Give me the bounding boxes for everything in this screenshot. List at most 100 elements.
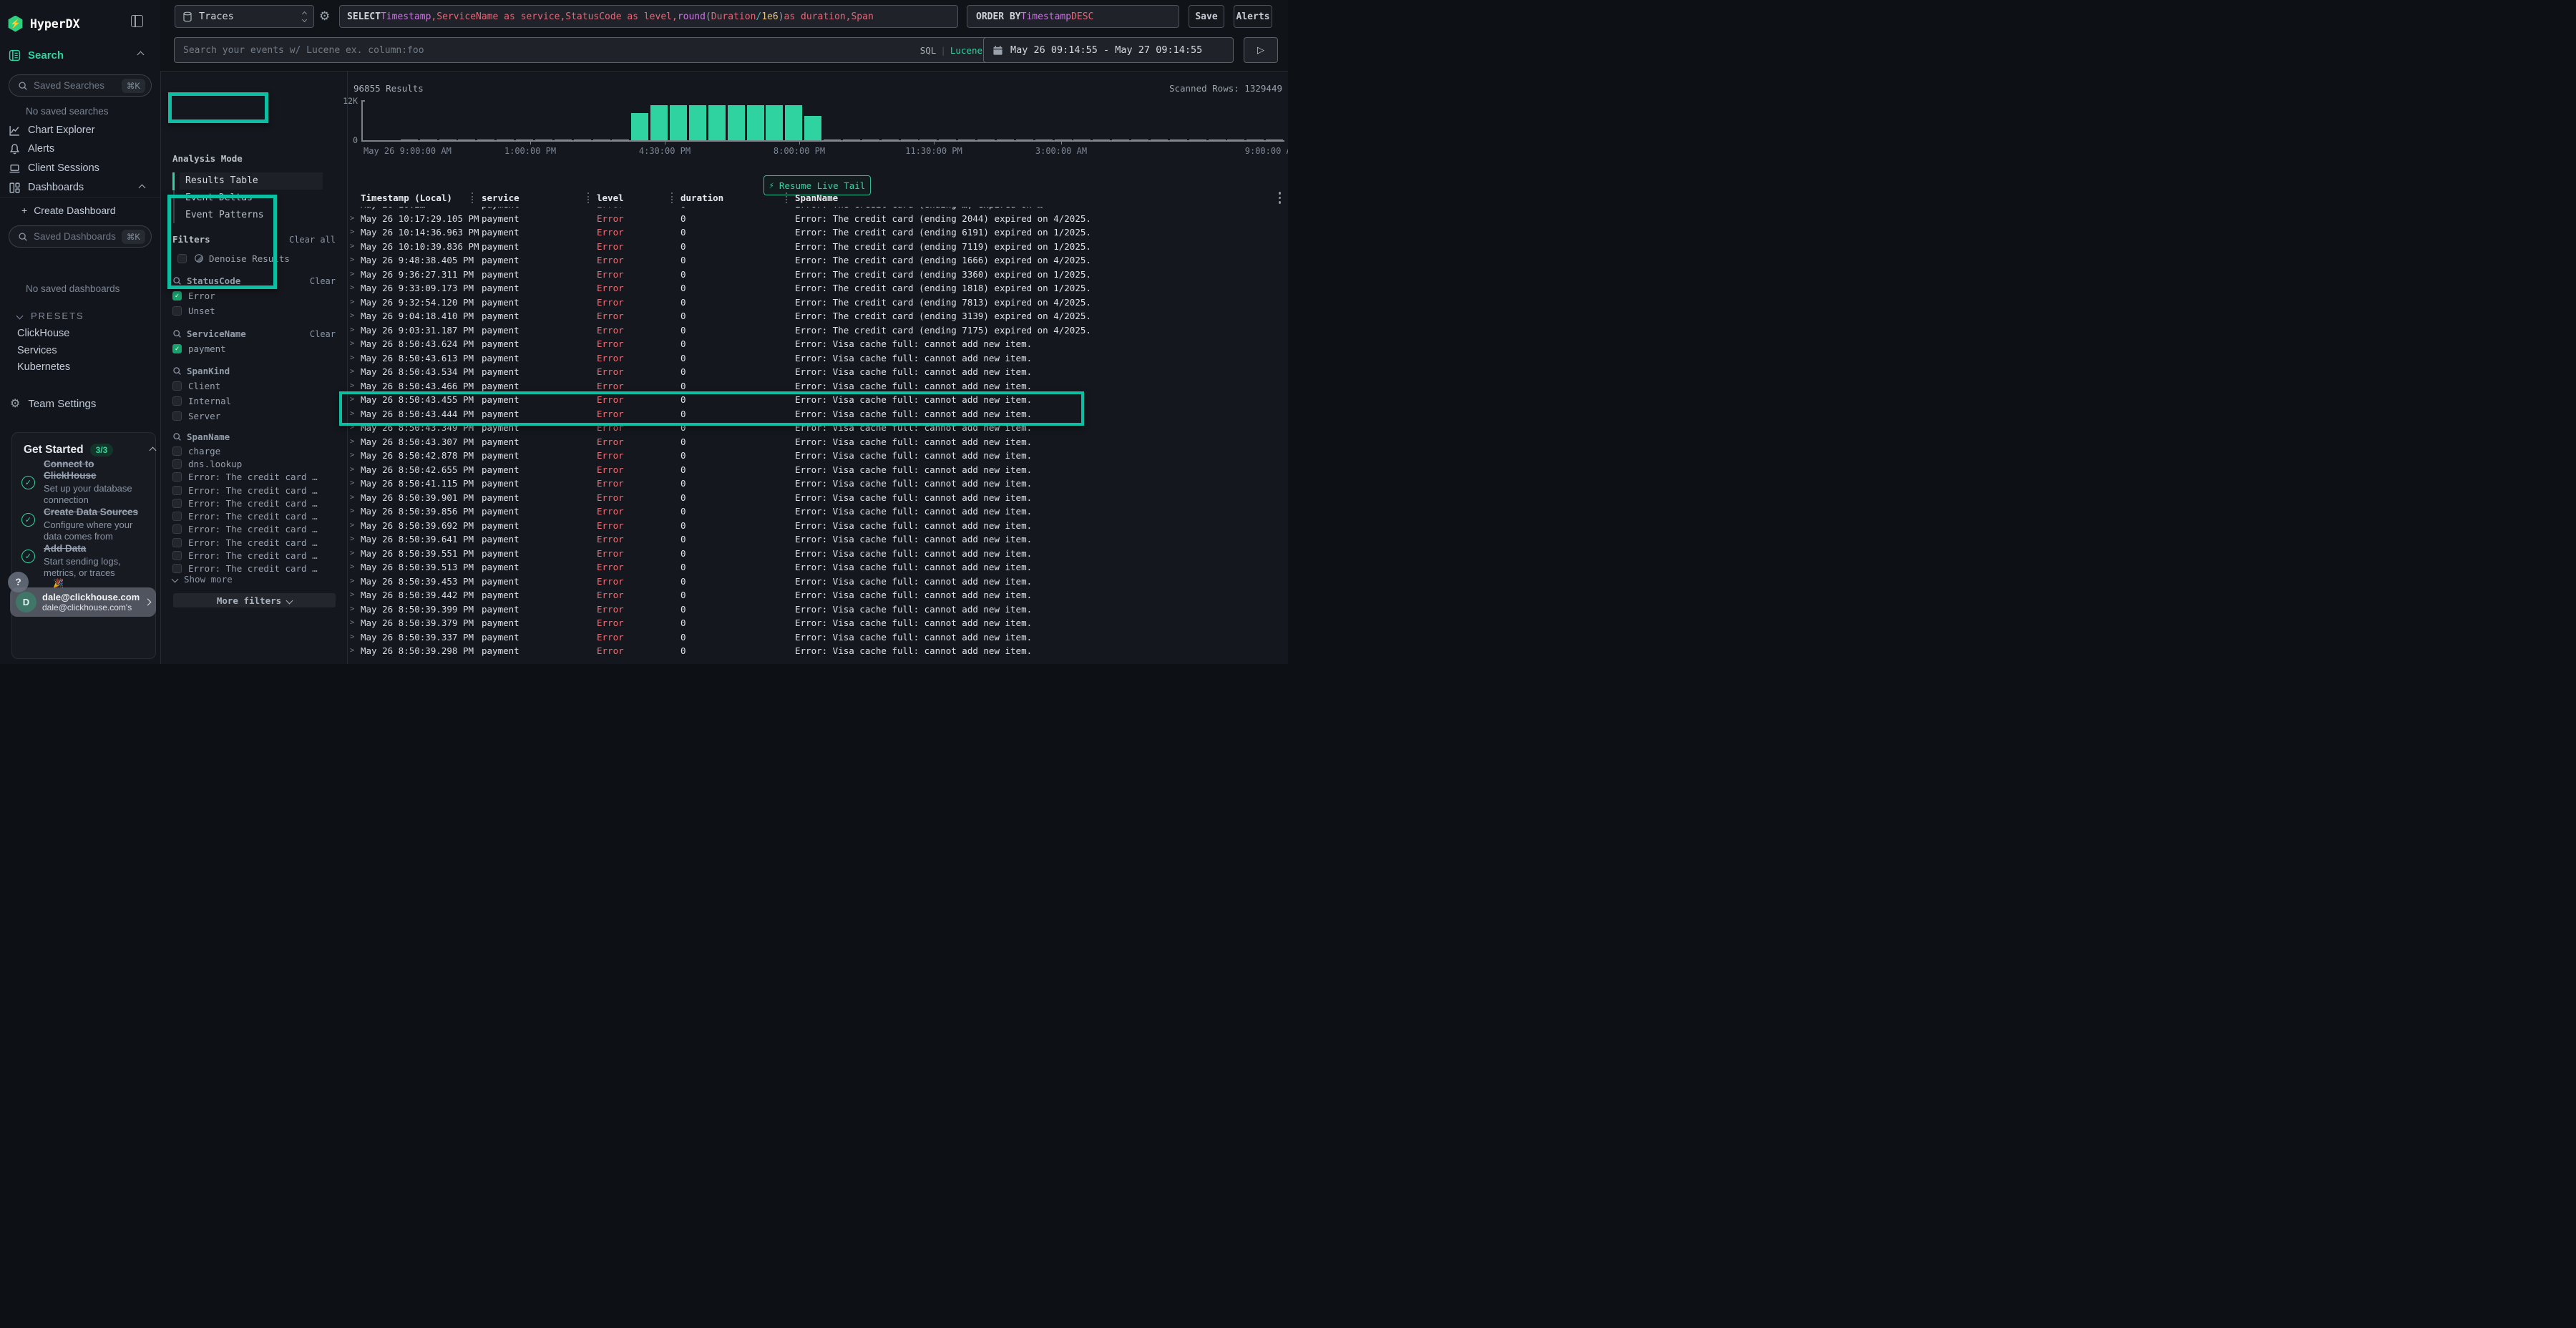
- create-dashboard-button[interactable]: + Create Dashboard: [21, 205, 157, 218]
- table-row[interactable]: > May 26 8:50:39.901 PM payment Error 0 Error…: [348, 491, 1288, 505]
- column-resize-handle[interactable]: [472, 192, 474, 203]
- checkbox[interactable]: [172, 537, 182, 547]
- get-started-step-connect[interactable]: ✓ Connect to ClickHouse Set up your data…: [21, 459, 147, 505]
- filter-option[interactable]: Error: The credit card …: [161, 549, 347, 562]
- table-row[interactable]: > May 26 8:50:43.613 PM payment Error 0 Error…: [348, 351, 1288, 366]
- row-expand-chevron-icon[interactable]: >: [350, 241, 355, 250]
- row-expand-chevron-icon[interactable]: >: [350, 451, 355, 459]
- row-expand-chevron-icon[interactable]: >: [350, 520, 355, 529]
- table-row[interactable]: > May 26 8:50:39.442 PM payment Error 0 Error…: [348, 588, 1288, 602]
- filter-option[interactable]: Error: The credit card …: [161, 536, 347, 549]
- filter-option[interactable]: Error: The credit card …: [161, 471, 347, 484]
- table-row[interactable]: > May 26 9:36:27.311 PM payment Error 0 Error…: [348, 268, 1288, 282]
- filter-option[interactable]: Error: The credit card …: [161, 497, 347, 509]
- row-expand-chevron-icon[interactable]: >: [350, 618, 355, 627]
- checkbox[interactable]: [172, 498, 182, 508]
- row-expand-chevron-icon[interactable]: >: [350, 381, 355, 390]
- row-expand-chevron-icon[interactable]: >: [350, 409, 355, 418]
- table-row[interactable]: > May 26 8:50:39.551 PM payment Error 0 Error…: [348, 547, 1288, 561]
- date-range-picker[interactable]: May 26 09:14:55 - May 27 09:14:55: [983, 37, 1234, 63]
- column-resize-handle[interactable]: [671, 192, 673, 203]
- show-more-link[interactable]: Show more: [171, 572, 233, 585]
- row-expand-chevron-icon[interactable]: >: [350, 367, 355, 376]
- table-row[interactable]: > May 26 8:50:43.534 PM payment Error 0 Error…: [348, 365, 1288, 379]
- table-row[interactable]: > May 26 9:48:38.405 PM payment Error 0 Error…: [348, 253, 1288, 268]
- sidebar-item-dashboards[interactable]: Dashboards: [9, 180, 152, 195]
- sidebar-item-clickhouse[interactable]: ClickHouse: [17, 328, 70, 339]
- row-expand-chevron-icon[interactable]: >: [350, 269, 355, 278]
- filter-option[interactable]: Error: The credit card …: [161, 484, 347, 497]
- filter-option[interactable]: ✓ Error: [161, 288, 347, 303]
- row-expand-chevron-icon[interactable]: >: [350, 255, 355, 264]
- row-expand-chevron-icon[interactable]: >: [350, 492, 355, 502]
- help-button[interactable]: ?: [8, 572, 29, 592]
- checkbox[interactable]: [172, 524, 182, 534]
- filter-option[interactable]: Unset: [161, 303, 347, 318]
- table-row[interactable]: > May 26 8:50:39.641 PM payment Error 0 Error…: [348, 532, 1288, 547]
- row-expand-chevron-icon[interactable]: >: [350, 646, 355, 655]
- table-row[interactable]: > May 26 8:50:39.856 PM payment Error 0 Error…: [348, 504, 1288, 519]
- row-expand-chevron-icon[interactable]: >: [350, 395, 355, 404]
- sidebar-item-client-sessions[interactable]: Client Sessions: [9, 160, 152, 176]
- sql-select-editor[interactable]: SELECT Timestamp, ServiceName as service…: [339, 5, 958, 28]
- sidebar-item-team-settings[interactable]: ⚙ Team Settings: [10, 396, 153, 411]
- results-histogram[interactable]: 12K 0 May 26 9:00:00 AM 1:00:00 PM 4:30:00…: [343, 72, 1288, 156]
- filter-option[interactable]: Internal: [161, 394, 347, 409]
- row-expand-chevron-icon[interactable]: >: [350, 423, 355, 431]
- row-expand-chevron-icon[interactable]: >: [350, 534, 355, 543]
- denoise-results-checkbox[interactable]: Denoise Results: [177, 252, 290, 265]
- row-expand-chevron-icon[interactable]: >: [350, 353, 355, 362]
- table-row[interactable]: > May 26 8:50:39.399 PM payment Error 0 Error…: [348, 602, 1288, 617]
- query-language-toggle[interactable]: SQL | Lucene: [920, 45, 982, 56]
- clear-all-link[interactable]: Clear all: [288, 235, 336, 245]
- checkbox[interactable]: [172, 446, 182, 456]
- row-expand-chevron-icon[interactable]: >: [350, 479, 355, 487]
- source-select[interactable]: Traces: [175, 5, 314, 28]
- saved-dashboards-input[interactable]: Saved Dashboards ⌘K: [9, 225, 152, 248]
- checkbox[interactable]: ✓: [172, 344, 182, 353]
- filter-option[interactable]: Error: The credit card …: [161, 562, 347, 575]
- saved-searches-input[interactable]: Saved Searches ⌘K: [9, 74, 152, 97]
- column-header-service[interactable]: service: [482, 192, 519, 203]
- column-header-level[interactable]: level: [597, 192, 624, 203]
- checkbox[interactable]: [172, 512, 182, 522]
- table-row[interactable]: > May 26 8:50:42.878 PM payment Error 0 Error…: [348, 449, 1288, 463]
- row-expand-chevron-icon[interactable]: >: [350, 311, 355, 320]
- row-expand-chevron-icon[interactable]: >: [350, 632, 355, 641]
- table-row[interactable]: > May 26 8:50:42.655 PM payment Error 0 Error…: [348, 463, 1288, 477]
- resume-live-tail-button[interactable]: ⚡ Resume Live Tail: [763, 175, 871, 195]
- row-expand-chevron-icon[interactable]: >: [350, 297, 355, 306]
- sql-toggle[interactable]: SQL: [919, 44, 937, 56]
- filter-option[interactable]: dns.lookup: [161, 457, 347, 470]
- row-expand-chevron-icon[interactable]: >: [350, 325, 355, 334]
- table-row[interactable]: > May 26 8:50:43.455 PM payment Error 0 Error…: [348, 393, 1288, 407]
- row-expand-chevron-icon[interactable]: >: [350, 507, 355, 515]
- checkbox[interactable]: [172, 551, 182, 561]
- filter-option[interactable]: Server: [161, 409, 347, 424]
- checkbox[interactable]: [172, 411, 182, 421]
- row-expand-chevron-icon[interactable]: >: [350, 213, 355, 223]
- run-query-button[interactable]: ▷: [1244, 37, 1278, 63]
- lucene-toggle[interactable]: Lucene: [950, 44, 982, 56]
- column-resize-handle[interactable]: [587, 192, 590, 203]
- column-resize-handle[interactable]: [786, 192, 788, 203]
- table-row[interactable]: > May 26 9:32:54.120 PM payment Error 0 Error…: [348, 296, 1288, 310]
- table-row[interactable]: > May 26 8:50:43.444 PM payment Error 0 Error…: [348, 407, 1288, 421]
- table-row[interactable]: > May 26 8:50:39.453 PM payment Error 0 Error…: [348, 575, 1288, 589]
- filter-option[interactable]: Error: The credit card …: [161, 509, 347, 522]
- row-expand-chevron-icon[interactable]: >: [350, 283, 355, 292]
- sidebar-item-services[interactable]: Services: [17, 345, 57, 356]
- lucene-search-input[interactable]: Search your events w/ Lucene ex. column:…: [174, 37, 992, 63]
- row-expand-chevron-icon[interactable]: >: [350, 464, 355, 474]
- column-header-timestamp[interactable]: Timestamp (Local): [361, 192, 452, 203]
- table-row[interactable]: > May 26 8:50:43.624 PM payment Error 0 Error…: [348, 337, 1288, 351]
- filter-option[interactable]: Error: The credit card …: [161, 523, 347, 536]
- table-row[interactable]: > May 26 8:50:43.466 PM payment Error 0 Error…: [348, 379, 1288, 394]
- order-by-editor[interactable]: ORDER BY Timestamp DESC: [967, 5, 1179, 28]
- table-row[interactable]: > May 26 8:50:39.513 PM payment Error 0 Error…: [348, 560, 1288, 575]
- table-row[interactable]: > May 26 8:50:39.337 PM payment Error 0 Error…: [348, 630, 1288, 645]
- checkbox[interactable]: ✓: [172, 291, 182, 301]
- tab-event-deltas[interactable]: Event Deltas: [185, 192, 253, 203]
- checkbox[interactable]: [177, 253, 187, 263]
- table-row[interactable]: > May 26 8:50:43.307 PM payment Error 0 Error…: [348, 435, 1288, 449]
